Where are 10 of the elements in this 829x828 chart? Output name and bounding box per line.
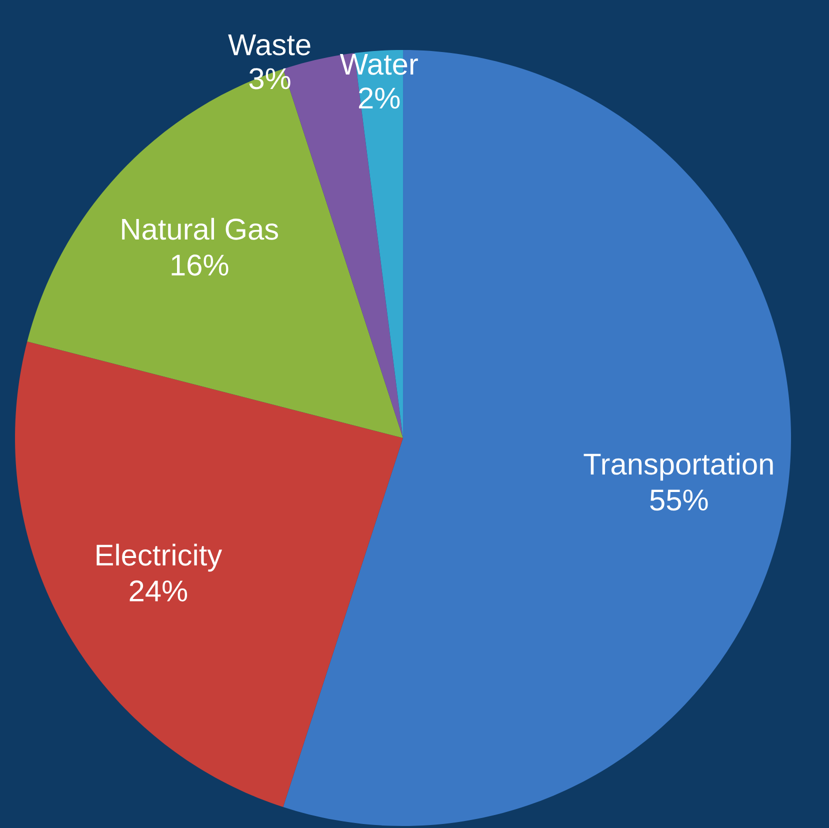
slice-label: Natural Gas — [122, 218, 278, 240]
slice-label: Water — [340, 54, 418, 75]
data-label: 16% — [172, 254, 228, 276]
slice-label: Waste — [228, 34, 310, 56]
slice-label: Electricity — [96, 544, 222, 572]
slice-label: Transportation — [584, 452, 773, 481]
data-label: 3% — [249, 68, 290, 90]
data-label: 2% — [359, 88, 400, 109]
data-label: 24% — [130, 580, 188, 602]
data-label: 55% — [650, 490, 708, 511]
